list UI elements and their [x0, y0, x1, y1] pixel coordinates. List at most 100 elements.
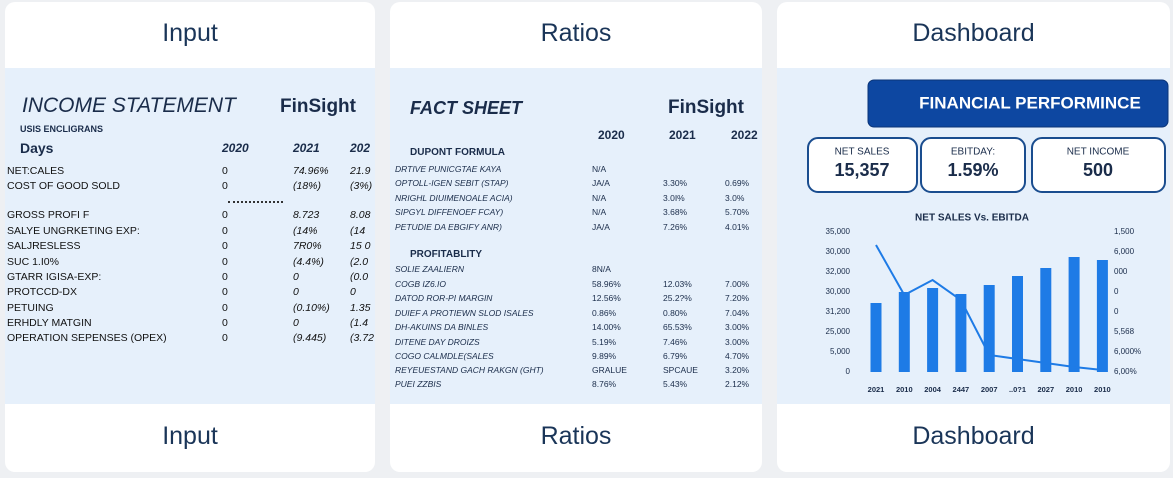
cell: REYEUESTAND GACH RAKGN (GHT) [395, 365, 544, 375]
y2-tick-label: 0 [1114, 287, 1119, 296]
panel [390, 68, 762, 404]
cell: 0.69% [725, 178, 750, 188]
cell: SALJRESLESS [7, 240, 81, 252]
column-header: 2020 [598, 128, 625, 142]
cell: PROTCCD-DX [7, 286, 77, 298]
y2-tick-label: 6,000% [1114, 347, 1141, 356]
separator [228, 201, 283, 203]
cell: DH-AKUINS DA BINLES [395, 322, 489, 332]
bar [898, 292, 910, 372]
cell: 65.53% [663, 322, 692, 332]
x-tick-label: 2010 [1094, 385, 1111, 394]
cell: (3.72 [350, 332, 374, 344]
cell: 3.68% [663, 207, 688, 217]
sheet-title: INCOME STATEMENT [22, 94, 236, 117]
y-tick-label: 25,000 [826, 327, 851, 336]
cell: 0 [222, 180, 228, 192]
cell: 1.35 [350, 302, 371, 314]
cell: GRALUE [592, 365, 627, 375]
cell: 9.89% [592, 351, 617, 361]
x-tick-label: 2004 [924, 385, 942, 394]
x-tick-label: 2007 [981, 385, 998, 394]
y-tick-label: 30,000 [826, 247, 851, 256]
cell: (3%) [350, 180, 373, 192]
kpi-value: 15,357 [834, 160, 889, 180]
cell: 7.26% [663, 222, 688, 232]
card-title: Input [162, 19, 218, 47]
cell: (2.0 [350, 256, 369, 268]
cell: JA/A [592, 222, 610, 232]
cell: N/A [592, 193, 607, 203]
column-header: 2021 [293, 141, 320, 155]
cell: (14 [350, 225, 366, 237]
cell: 0.80% [663, 308, 688, 318]
cell: OPERATION SEPENSES (OPEX) [7, 332, 167, 344]
cell: GTARR IGISA-EXP: [7, 271, 102, 283]
cell: SIPGYL DIFFENOEF FCAY) [395, 207, 504, 217]
y2-tick-label: 5,568 [1114, 327, 1135, 336]
cell: ERHDLY MATGIN [7, 317, 92, 329]
section-title: PROFITABLITY [410, 249, 483, 260]
cell: JA/A [592, 178, 610, 188]
y2-tick-label: 1,500 [1114, 227, 1135, 236]
card-footer: Dashboard [912, 422, 1035, 450]
cell: PUEI ZZBIS [395, 379, 442, 389]
cell: 8.723 [293, 209, 320, 221]
card [5, 2, 375, 472]
y-tick-label: 35,000 [826, 227, 851, 236]
cell: 0.86% [592, 308, 617, 318]
kpi-box [920, 137, 1026, 193]
y-tick-label: 32,000 [826, 267, 851, 276]
cell: 8N/A [592, 264, 611, 274]
line [875, 244, 1103, 371]
cell: 12.03% [663, 279, 692, 289]
cell: (9.445) [293, 332, 327, 344]
cell: 0 [222, 286, 228, 298]
cell: 7.20% [725, 293, 750, 303]
cell: NET:CALES [7, 165, 65, 177]
bar [870, 303, 882, 372]
cell: NRIGHL DIUIMENOALE ACIA) [395, 193, 513, 203]
column-header: Days [20, 140, 54, 156]
x-tick-label: 2010 [896, 385, 913, 394]
y-tick-label: 5,000 [830, 347, 851, 356]
cell: COGO CALMDLE(SALES [395, 351, 494, 361]
column-header: 2022 [731, 128, 758, 142]
cell: 0 [350, 286, 356, 298]
y-tick-label: 31,200 [826, 307, 851, 316]
card-footer: Ratios [540, 422, 612, 450]
kpi-label: NET INCOME [1067, 147, 1130, 158]
cell: N/A [592, 207, 607, 217]
cell: 0 [222, 332, 228, 344]
cell: 0 [222, 209, 228, 221]
bar [927, 288, 939, 372]
section-title: DUPONT FORMULA [410, 147, 505, 158]
cell: DRTIVE PUNICGTAE KAYA [395, 164, 502, 174]
card-title: Dashboard [912, 19, 1035, 47]
cell: 14.00% [592, 322, 621, 332]
y2-tick-label: 000 [1114, 267, 1128, 276]
bar [955, 294, 967, 372]
cell: (4.4%) [293, 256, 324, 268]
card [390, 2, 762, 472]
cell: 0 [222, 317, 228, 329]
cell: 0 [222, 271, 228, 283]
banner [867, 79, 1169, 128]
cell: 8.08 [350, 209, 371, 221]
bar [983, 285, 995, 372]
cell: OPTOLL-IGEN SEBIT (STAP) [395, 178, 509, 188]
bar [1040, 268, 1052, 372]
cell: SPCAUE [663, 365, 698, 375]
cell: 0 [222, 240, 228, 252]
kpi-box [1031, 137, 1166, 193]
cell: COGB IZ6.IO [395, 279, 447, 289]
cell: 7R0% [293, 240, 322, 252]
bar [1012, 276, 1023, 372]
x-tick-label: 2447 [953, 385, 970, 394]
cell: SALYE UNGRKETING EXP: [7, 225, 140, 237]
cell: DUIEF A PROTIEWN SLOD ISALES [395, 308, 534, 318]
cell: 0 [222, 225, 228, 237]
cell: 0 [222, 256, 228, 268]
kpi-box [807, 137, 918, 193]
cell: 7.04% [725, 308, 750, 318]
